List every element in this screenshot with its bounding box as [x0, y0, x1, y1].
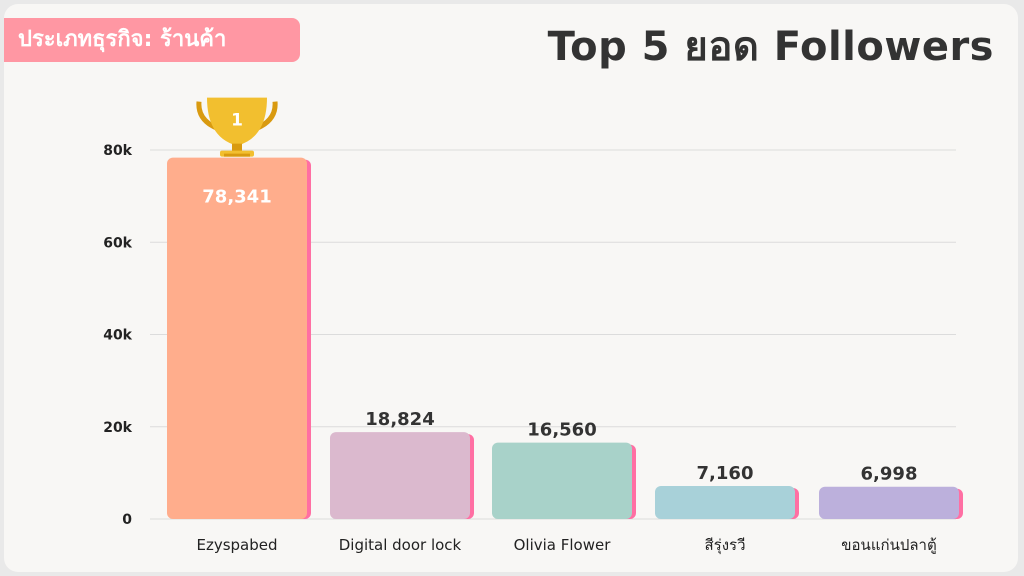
category-label: สีรุ่งรวี [704, 536, 745, 555]
value-label: 18,824 [365, 409, 434, 430]
bar [330, 432, 470, 519]
bar [492, 442, 632, 519]
trophy-icon: 1 [196, 97, 278, 157]
y-tick-label: 20k [103, 420, 132, 436]
category-label: Olivia Flower [514, 536, 612, 554]
category-label: Ezyspabed [196, 536, 277, 554]
category-labels: Ezyspabed Digital door lock Olivia Flower ส… [196, 536, 936, 555]
trophy-rank: 1 [231, 111, 243, 131]
category-label: ขอนแก่นปลาตู้ [841, 536, 936, 554]
y-tick-label: 60k [103, 235, 132, 251]
y-tick-label: 40k [103, 328, 132, 344]
value-label: 7,160 [697, 463, 754, 484]
bars [167, 157, 963, 519]
value-label: 78,341 [202, 187, 271, 208]
bar [655, 485, 795, 519]
page-title: Top 5 ยอด Followers [547, 24, 994, 70]
y-axis-ticks: 0 20k 40k 60k 80k [103, 143, 132, 528]
category-label: Digital door lock [339, 536, 462, 554]
value-label: 6,998 [861, 464, 918, 485]
value-label: 16,560 [527, 420, 596, 441]
value-labels: 78,341 18,824 16,560 7,160 6,998 [202, 187, 917, 485]
y-tick-label: 80k [103, 143, 132, 159]
bar [167, 157, 307, 519]
bar [819, 486, 959, 519]
y-tick-label: 0 [122, 512, 132, 528]
business-type-badge: ประเภทธุรกิจ: ร้านค้า [4, 18, 300, 62]
